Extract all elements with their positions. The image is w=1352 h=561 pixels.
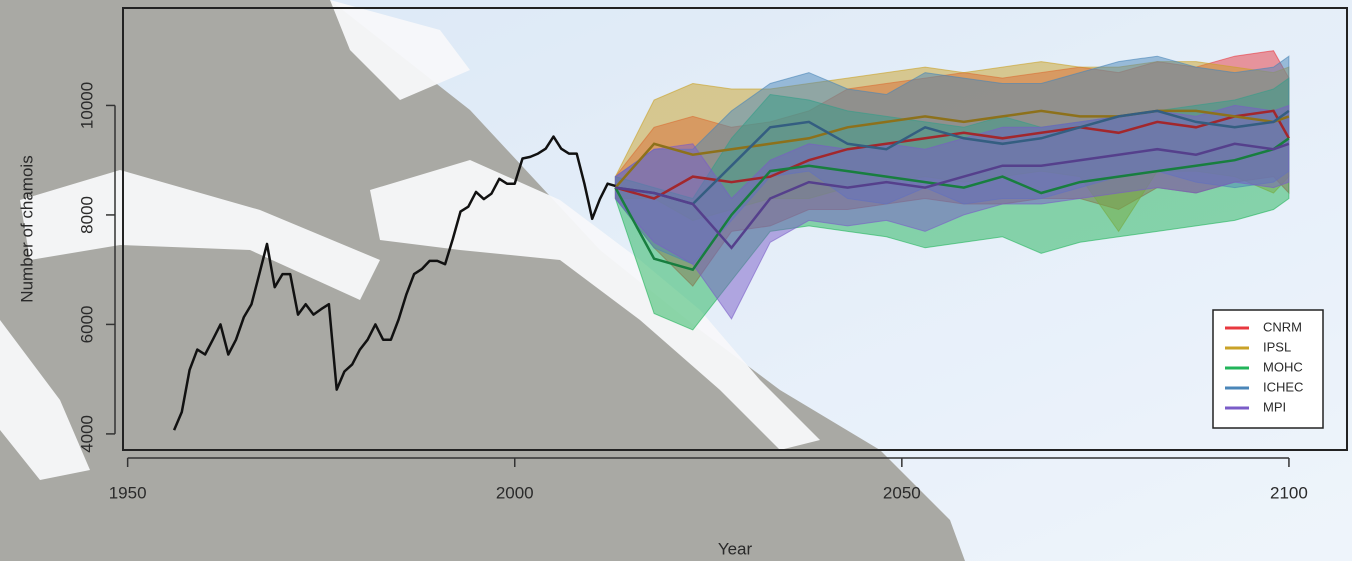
x-tick-label: 1950	[109, 483, 147, 502]
x-axis-label: Year	[718, 539, 753, 558]
x-tick-label: 2100	[1270, 483, 1308, 502]
legend-label: IPSL	[1263, 339, 1291, 354]
legend-label: ICHEC	[1263, 379, 1303, 394]
legend-label: MOHC	[1263, 359, 1303, 374]
chart: Year Number of chamois 1950 2000 2050 2100 4…	[0, 0, 1352, 561]
legend-label: MPI	[1263, 399, 1286, 414]
y-tick-label: 6000	[77, 306, 96, 344]
y-tick-label: 4000	[77, 415, 96, 453]
legend-label: CNRM	[1263, 319, 1302, 334]
legend: CNRM IPSL MOHC ICHEC MPI	[1213, 310, 1323, 428]
x-tick-label: 2050	[883, 483, 921, 502]
y-tick-label: 10000	[77, 82, 96, 129]
y-tick-label: 8000	[77, 196, 96, 234]
x-tick-label: 2000	[496, 483, 534, 502]
y-axis-label: Number of chamois	[17, 155, 36, 302]
